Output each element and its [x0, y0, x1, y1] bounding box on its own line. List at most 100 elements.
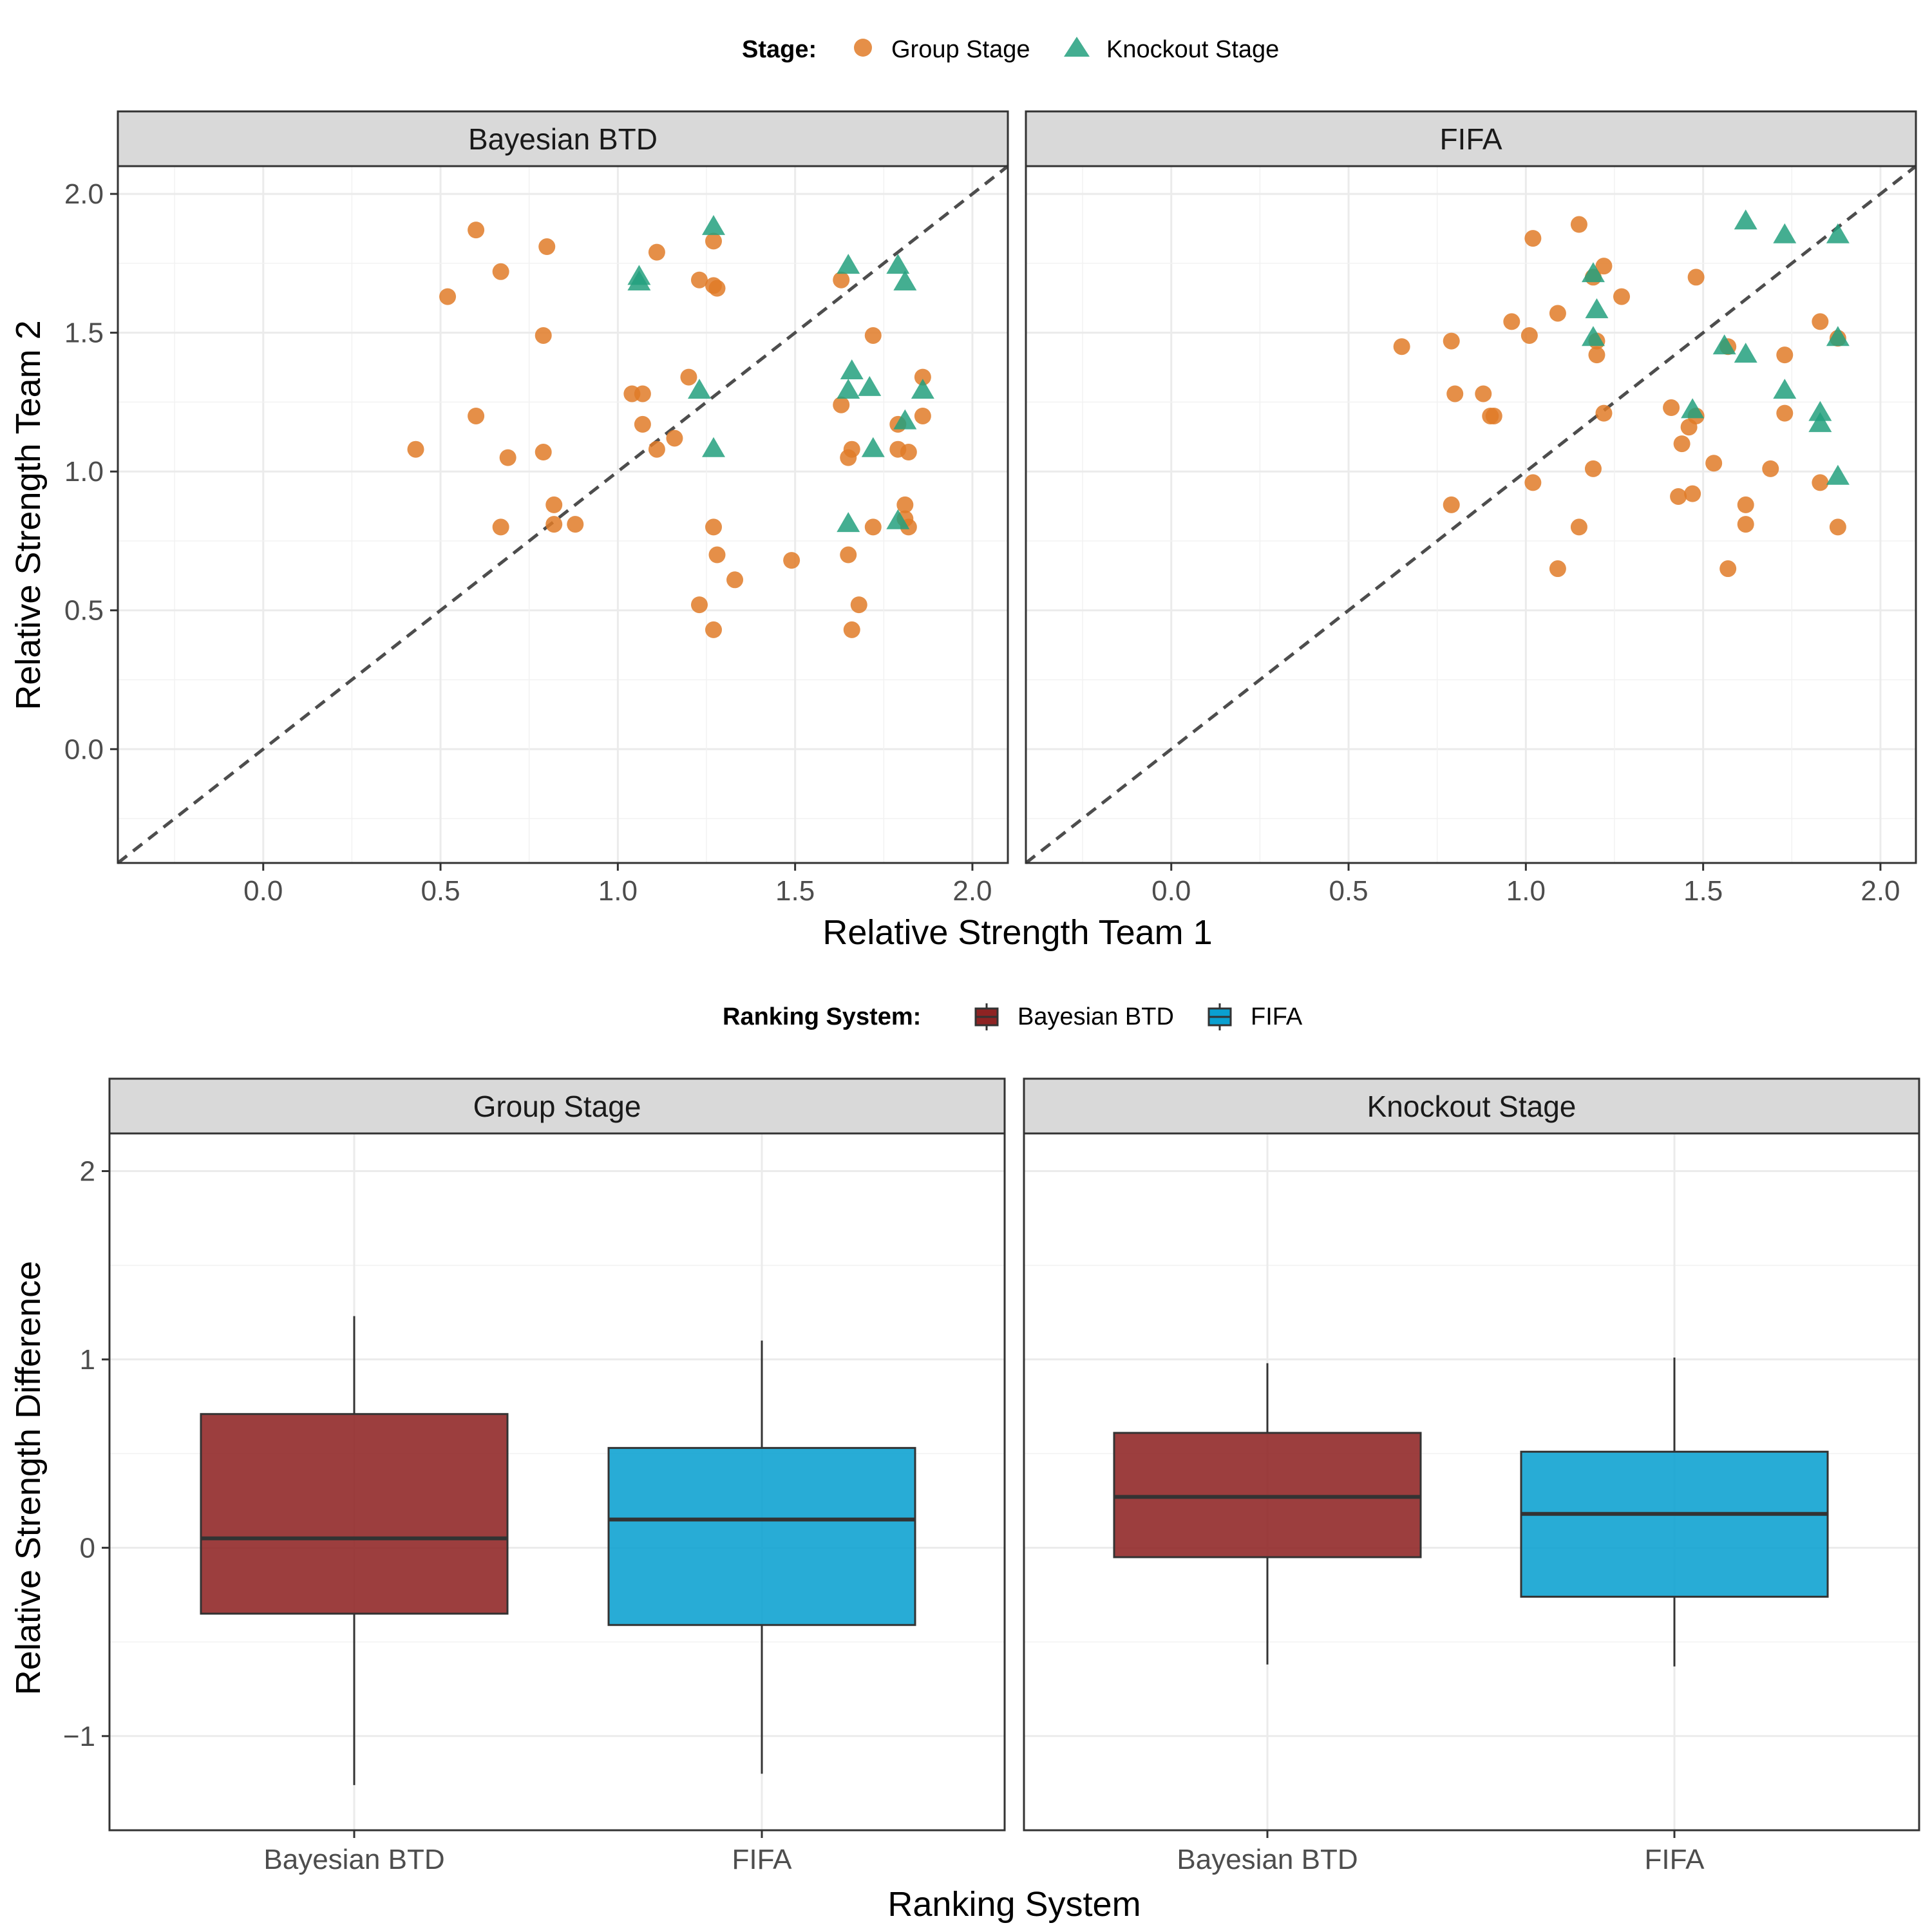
y-tick-label: 0.0	[64, 734, 104, 765]
strip-background	[117, 110, 1009, 167]
knockout-stage-point	[1712, 334, 1736, 355]
ranking-system-legend: Ranking System: Bayesian BTD FIFA	[723, 1003, 1303, 1030]
scatter-panel-bayesian-btd: Bayesian BTD 0.0 0.5 1.0 1.5 2.0 0.0 0.5 1.0 1.5 2…	[64, 110, 1009, 907]
group-stage-point	[1673, 435, 1690, 453]
points	[1393, 209, 1850, 578]
box-fifa	[1520, 1357, 1829, 1667]
x-tick-label: 1.0	[1506, 875, 1546, 907]
x-tick-label: FIFA	[1645, 1844, 1705, 1875]
y-tick-label: 0.5	[64, 595, 104, 627]
group-stage-point	[1705, 455, 1723, 472]
group-stage-point	[1663, 399, 1680, 417]
group-stage-point	[1595, 404, 1613, 422]
knockout-stage-point	[893, 409, 917, 430]
group-stage-point	[833, 271, 850, 289]
scatter-panel-fifa: FIFA 0.0 0.5 1.0 1.5 2.0	[1025, 110, 1917, 907]
x-tick-label: FIFA	[732, 1844, 793, 1875]
group-stage-point	[407, 440, 424, 458]
knockout-stage-point	[1581, 262, 1605, 283]
group-stage-point	[690, 271, 708, 289]
y-tick-label: 1.0	[64, 456, 104, 488]
group-stage-point	[708, 279, 726, 297]
group-stage-point	[1812, 313, 1829, 330]
group-stage-point	[648, 243, 665, 261]
group-stage-point	[843, 621, 860, 638]
knockout-stage-point	[1581, 326, 1605, 346]
group-stage-point	[850, 596, 867, 614]
strip-label-group-stage: Group Stage	[473, 1090, 641, 1123]
knockout-stage-point	[702, 214, 726, 235]
group-stage-point	[708, 546, 726, 564]
group-stage-point	[1443, 496, 1460, 513]
y-tick-label: −1	[63, 1721, 95, 1752]
group-stage-point	[545, 496, 563, 513]
group-stage-point	[1776, 346, 1794, 364]
group-stage-point	[666, 430, 683, 447]
group-stage-point	[1829, 518, 1846, 536]
group-stage-point	[864, 327, 882, 344]
knockout-stage-point	[893, 270, 917, 291]
panel-border	[108, 1132, 1006, 1832]
group-stage-point	[468, 222, 485, 239]
x-tick-label: Bayesian BTD	[263, 1844, 444, 1875]
panel-border	[1023, 1132, 1920, 1832]
group-stage-point	[1524, 474, 1542, 491]
group-stage-point	[535, 327, 552, 344]
knockout-stage-point	[837, 254, 860, 274]
bayesian-btd-legend-key	[974, 1003, 999, 1030]
x-tick-label: Bayesian BTD	[1177, 1844, 1358, 1875]
group-stage-point	[1584, 460, 1602, 477]
x-tick-label: 1.5	[1683, 875, 1723, 907]
strip-label-bayesian-btd: Bayesian BTD	[468, 122, 658, 156]
x-tick-label: 2.0	[952, 875, 992, 907]
group-stage-point	[783, 552, 800, 569]
knockout-stage-point	[1681, 398, 1705, 419]
knockout-stage-point	[1734, 343, 1757, 363]
group-stage-point	[492, 263, 509, 280]
knockout-stage-point	[837, 512, 860, 533]
panel-border	[1025, 165, 1917, 864]
scatter-y-axis-title: Relative Strength Team 2	[9, 320, 48, 710]
y-tick-label: 2.0	[64, 178, 104, 210]
knockout-stage-point	[1734, 209, 1757, 230]
group-stage-point	[1524, 230, 1542, 247]
group-stage-point	[1670, 488, 1687, 505]
group-stage-point	[1549, 305, 1566, 322]
group-stage-point	[1737, 496, 1754, 513]
group-stage-point	[1446, 385, 1464, 402]
knockout-stage-point	[1585, 298, 1609, 319]
group-stage-point	[840, 546, 857, 564]
group-stage-point	[499, 449, 516, 466]
knockout-stage-point	[687, 379, 711, 399]
group-stage-point	[1776, 404, 1794, 422]
ranking-system-legend-title: Ranking System:	[723, 1003, 921, 1030]
group-stage-point	[1588, 346, 1605, 364]
box-panel-group-stage: Group Stage Bayesian BTD FIFA −1 0 1 2	[63, 1077, 1006, 1875]
box-y-axis-title: Relative Strength Difference	[9, 1261, 48, 1695]
fifa-legend-label: FIFA	[1251, 1003, 1303, 1030]
scatter-x-axis-title: Relative Strength Team 1	[822, 913, 1212, 952]
knockout-stage-point	[1773, 223, 1797, 243]
fifa-legend-key	[1208, 1003, 1232, 1030]
grid	[1026, 166, 1916, 863]
knockout-stage-legend-key	[1064, 37, 1090, 57]
grid	[118, 166, 1008, 863]
knockout-stage-point	[1826, 464, 1850, 485]
panel-border	[117, 165, 1009, 864]
knockout-stage-point	[1808, 401, 1832, 421]
knockout-stage-point	[840, 359, 864, 379]
group-stage-point	[705, 621, 723, 638]
group-stage-point	[914, 407, 931, 424]
knockout-stage-point	[886, 254, 910, 274]
group-stage-point	[843, 440, 860, 458]
y-tick-label: 1	[80, 1344, 95, 1376]
knockout-stage-point	[702, 437, 726, 457]
x-tick-label: 0.0	[1151, 875, 1191, 907]
reference-line	[1025, 165, 1917, 864]
x-tick-label: 1.5	[775, 875, 815, 907]
points	[407, 214, 934, 638]
group-stage-point	[1762, 460, 1779, 477]
group-stage-point	[468, 407, 485, 424]
group-stage-point	[1737, 516, 1754, 533]
